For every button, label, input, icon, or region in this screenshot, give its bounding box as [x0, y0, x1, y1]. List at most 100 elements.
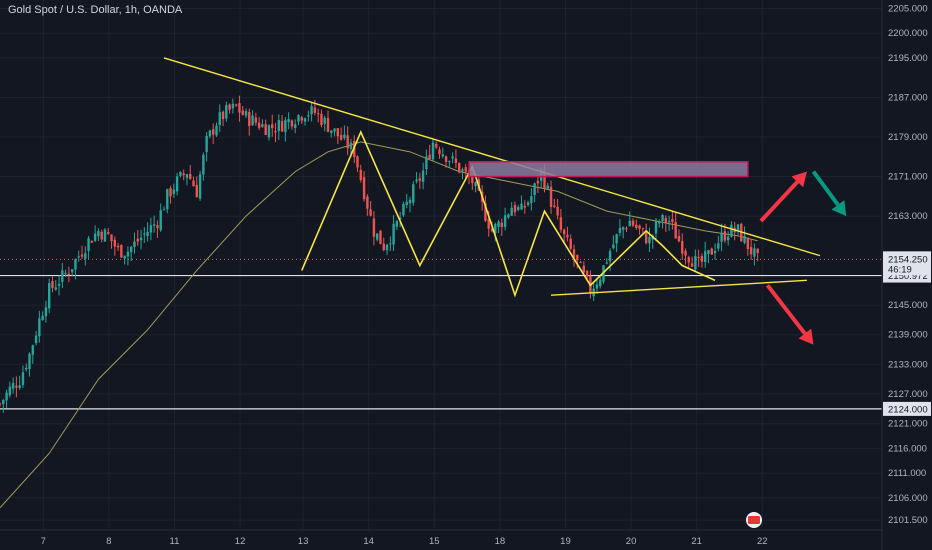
- candle-body: [251, 115, 254, 126]
- logo-mark[interactable]: [748, 516, 760, 524]
- candle-body: [395, 221, 399, 227]
- candle-body: [277, 119, 280, 131]
- candle-body: [618, 228, 622, 233]
- candle-body: [369, 209, 372, 216]
- tradingview-logo-icon[interactable]: [746, 512, 762, 528]
- candle-body: [2, 399, 5, 405]
- candle-body: [8, 386, 12, 396]
- resistance-zone: [468, 160, 749, 178]
- candle-body: [313, 107, 317, 113]
- candle-body: [162, 209, 166, 211]
- candle-body: [159, 210, 162, 231]
- candle-body: [116, 245, 120, 248]
- time-tick-label: 22: [757, 536, 768, 547]
- candle-body: [192, 180, 195, 187]
- candle-body: [107, 232, 110, 234]
- candle-body: [221, 111, 225, 120]
- chart-grid: [0, 0, 882, 530]
- candle-body: [28, 353, 31, 369]
- candle-body: [707, 250, 710, 254]
- candle-body: [225, 104, 228, 119]
- candle-body: [0, 403, 2, 405]
- candle-body: [103, 229, 107, 242]
- candle-body: [382, 243, 385, 251]
- time-tick-label: 15: [429, 536, 440, 547]
- candle-body: [684, 250, 687, 256]
- candle-body: [638, 225, 641, 229]
- candle-body: [622, 227, 625, 230]
- candle-body: [290, 120, 294, 127]
- trendline: [163, 57, 821, 257]
- candle-body: [202, 154, 205, 175]
- price-tick-label: 2200.000: [888, 28, 928, 39]
- candle-body: [641, 228, 645, 230]
- candle-body: [408, 199, 412, 204]
- candle-body: [687, 257, 690, 263]
- candle-body: [297, 115, 300, 122]
- price-tick-label: 2139.000: [888, 330, 928, 341]
- price-tick-label: 2163.000: [888, 211, 928, 222]
- time-tick-label: 21: [691, 536, 702, 547]
- candle-body: [566, 234, 569, 238]
- candle-body: [749, 247, 753, 255]
- level-price-tag: [883, 401, 931, 416]
- candle-body: [330, 130, 333, 134]
- candle-body: [234, 104, 238, 106]
- candle-body: [64, 272, 67, 274]
- bar-countdown-label: 46:19: [888, 264, 912, 275]
- candle-body: [218, 112, 221, 126]
- candle-body: [271, 124, 274, 129]
- candle-body: [464, 167, 467, 172]
- candle-body: [585, 270, 589, 277]
- candle-body: [208, 130, 212, 137]
- candle-body: [625, 228, 628, 230]
- candle-body: [70, 269, 74, 273]
- candle-body: [648, 237, 651, 244]
- candle-body: [356, 156, 359, 168]
- candle-body: [182, 173, 185, 176]
- candle-body: [67, 273, 71, 275]
- candle-body: [264, 124, 267, 136]
- candle-body: [612, 244, 615, 249]
- candle-body: [723, 231, 727, 241]
- price-tick-label: 2145.000: [888, 300, 928, 311]
- time-axis[interactable]: 7 8 11 12 13 14 15 18 19 20 21 22: [0, 529, 882, 547]
- candle-body: [674, 222, 677, 239]
- candle-body: [241, 110, 244, 115]
- candle-body: [34, 335, 38, 344]
- candle-body: [228, 104, 231, 110]
- candle-body: [215, 125, 218, 136]
- candle-body: [461, 169, 464, 172]
- candle-body: [654, 221, 658, 234]
- candle-body: [100, 231, 103, 240]
- candle-body: [667, 221, 671, 223]
- candle-body: [526, 202, 530, 205]
- candle-body: [658, 221, 661, 224]
- candle-body: [146, 231, 149, 237]
- candle-body: [93, 233, 97, 241]
- candle-body: [238, 103, 241, 113]
- candle-body: [569, 238, 572, 249]
- current-price-tag: [883, 251, 931, 276]
- candle-body: [169, 188, 172, 197]
- arrow-head: [791, 171, 807, 188]
- horizontal-levels: [0, 258, 882, 410]
- candle-body: [123, 255, 126, 259]
- candle-body: [343, 134, 346, 139]
- candle-body: [484, 203, 487, 221]
- price-tick-label: 2121.000: [888, 419, 928, 430]
- candle-body: [579, 262, 582, 264]
- candle-body: [421, 170, 425, 182]
- candle-body: [149, 225, 153, 233]
- candle-body: [57, 283, 61, 286]
- candle-body: [444, 156, 448, 162]
- candle-body: [185, 174, 189, 178]
- arrow-shaft: [759, 180, 799, 223]
- candle-body: [536, 180, 540, 184]
- candle-body: [366, 196, 369, 209]
- candle-body: [530, 196, 533, 203]
- candle-body: [38, 318, 41, 337]
- candle-body: [713, 250, 717, 254]
- candle-body: [300, 117, 303, 121]
